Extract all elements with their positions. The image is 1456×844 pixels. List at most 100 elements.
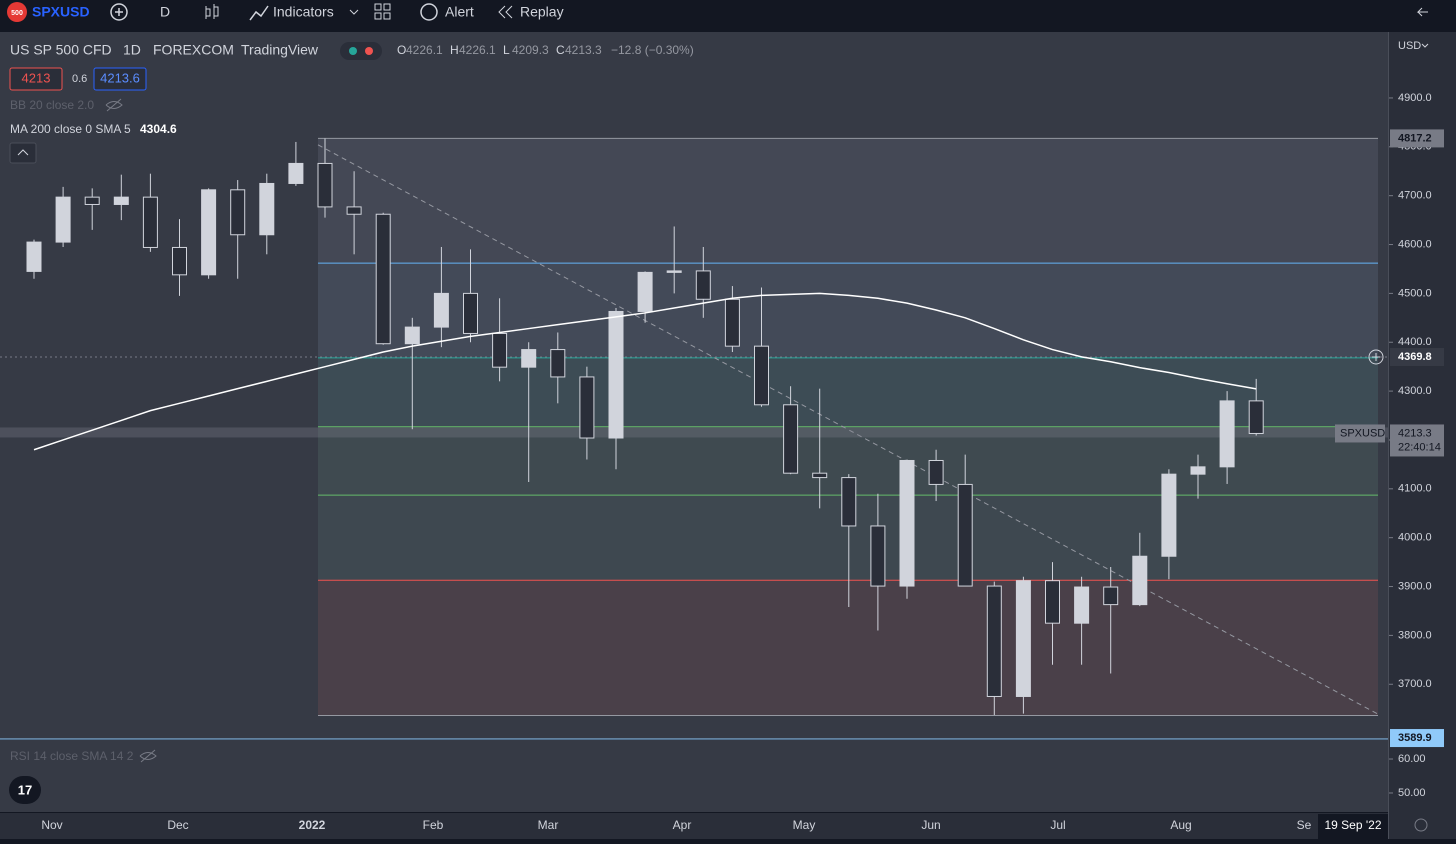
crosshair-tag-box — [1390, 348, 1444, 367]
add-alert-button[interactable] — [1368, 349, 1384, 365]
ohlc-label: O — [397, 43, 406, 57]
x-tick-label: Mar — [538, 818, 559, 832]
plus-icon — [115, 8, 123, 16]
y-tick-label: 4400.0 — [1398, 336, 1432, 348]
ohlc-value: 4226.1 — [406, 43, 443, 57]
candle-body — [841, 477, 857, 527]
x-tick-label: Dec — [167, 818, 188, 832]
candle-body — [113, 196, 129, 205]
candle-body — [1045, 580, 1060, 624]
layout-cell — [374, 12, 382, 20]
fib-zone — [318, 357, 1378, 427]
candle-body — [492, 332, 508, 368]
layout-button[interactable] — [374, 3, 382, 11]
last-tag-box — [1390, 424, 1444, 457]
y-tick-label: 4600.0 — [1398, 238, 1432, 250]
settings-button[interactable] — [1414, 818, 1428, 832]
candle-body — [666, 270, 682, 273]
ma-indicator[interactable]: MA 200 close 0 SMA 5 — [10, 122, 131, 136]
tv-logo[interactable] — [9, 776, 41, 804]
chart-type-button[interactable] — [205, 4, 219, 19]
candle-body — [26, 241, 42, 272]
ohlc-value: 4226.1 — [459, 43, 496, 57]
candle-body — [579, 376, 595, 439]
dropdown-icon — [1421, 43, 1429, 48]
source: TradingView — [241, 42, 319, 58]
candle-body — [928, 459, 944, 485]
symbol-badge[interactable] — [7, 2, 27, 22]
symbol-tag-box — [1335, 424, 1385, 443]
candle-body — [550, 349, 566, 378]
candle-body — [724, 298, 740, 347]
alert-button[interactable]: Alert — [445, 4, 474, 20]
spread: 0.6 — [72, 73, 87, 85]
x-tick-label: Feb — [423, 818, 444, 832]
status-dot — [365, 47, 373, 55]
bid: 4213 — [22, 70, 51, 85]
indicators-icon — [249, 5, 269, 21]
indicators-button[interactable]: Indicators — [273, 4, 334, 20]
high-tag: 4817.2 — [1398, 132, 1432, 144]
time-axis — [0, 813, 1388, 839]
candle-body — [1132, 555, 1148, 606]
candle-body — [754, 345, 769, 406]
candle-body — [404, 326, 420, 345]
status-dot — [349, 47, 357, 55]
candle-body — [783, 404, 799, 474]
y-tick-label: 4700.0 — [1398, 190, 1432, 202]
ohlc-label: C — [556, 43, 565, 57]
undo-button[interactable] — [1416, 7, 1428, 17]
last-price: 4213.3 — [1398, 427, 1432, 439]
ma-value: 4304.6 — [140, 122, 177, 136]
candle-body — [142, 196, 158, 248]
plot: 3700.03800.03900.04000.04100.04200.04300… — [0, 92, 1444, 839]
status-pill[interactable] — [340, 42, 382, 60]
hidden-icon[interactable] — [139, 749, 157, 763]
bid-box[interactable] — [9, 67, 63, 91]
interval-button[interactable]: D — [160, 4, 170, 20]
plus-icon — [1372, 353, 1380, 362]
hidden-icon[interactable] — [105, 98, 123, 112]
candle-body — [201, 189, 217, 276]
candle-body — [899, 459, 915, 587]
candle-body — [346, 206, 362, 215]
compare-button[interactable] — [110, 3, 128, 21]
y-tick-label: 4900.0 — [1398, 92, 1432, 104]
candle-body — [1219, 400, 1235, 468]
y-tick-label: 4000.0 — [1398, 532, 1432, 544]
candle-body — [463, 292, 478, 334]
rsi-indicator[interactable]: RSI 14 close SMA 14 2 — [10, 749, 134, 763]
date-tag: 19 Sep '22 — [1324, 818, 1381, 832]
candle-body — [521, 349, 537, 368]
bb-indicator[interactable]: BB 20 close 2.0 — [10, 98, 94, 112]
candle-body — [259, 182, 275, 236]
countdown: 22:40:14 — [1398, 441, 1441, 453]
replay-button[interactable]: Replay — [520, 4, 564, 20]
layout-cell — [383, 3, 391, 11]
candle-body — [812, 472, 828, 479]
ask-box[interactable] — [93, 67, 147, 91]
date-tag-box — [1318, 814, 1388, 839]
ohlc-label: H — [450, 43, 459, 57]
candle-body — [637, 271, 653, 312]
symbol[interactable]: SPXUSD — [32, 4, 90, 20]
candle-body — [172, 246, 187, 276]
x-tick-label: Se — [1297, 818, 1312, 832]
candle-body — [1074, 586, 1090, 624]
candle-body — [957, 483, 973, 587]
collapse-button[interactable] — [9, 142, 37, 164]
currency-button[interactable]: USD — [1398, 40, 1421, 52]
candle-body — [375, 213, 391, 345]
layout-cell — [383, 12, 391, 20]
candle-body — [84, 196, 100, 205]
toolbar — [0, 0, 1456, 31]
ma-line — [33, 292, 1257, 451]
dropdown-icon[interactable] — [349, 9, 359, 15]
high-tag-box — [1390, 129, 1444, 148]
y-tick-label: 3800.0 — [1398, 629, 1432, 641]
ohlc-value: 4213.3 — [565, 43, 602, 57]
crosshair-tag: 4369.8 — [1398, 351, 1432, 363]
change: −12.8 (−0.30%) — [611, 43, 694, 57]
candle-body — [55, 196, 71, 243]
ohlc-label: L — [503, 43, 510, 57]
